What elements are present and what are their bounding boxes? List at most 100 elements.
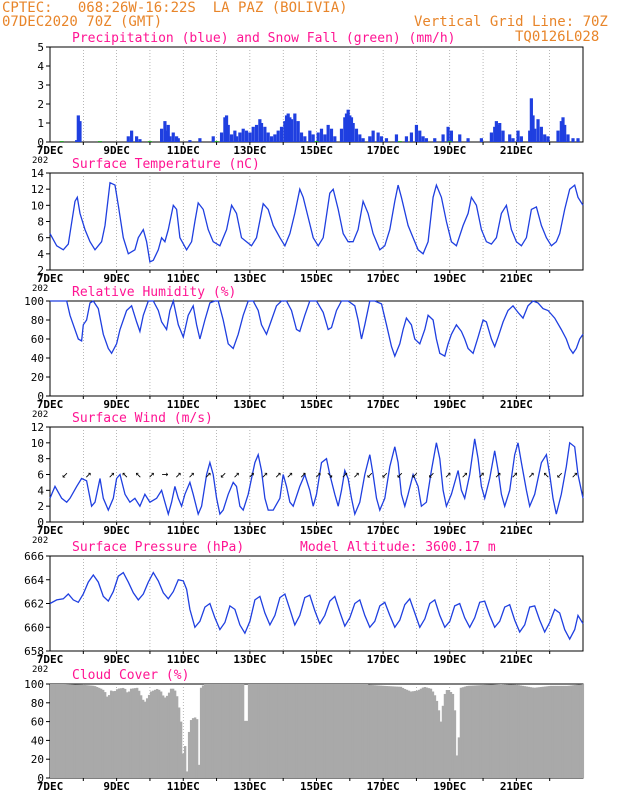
precip-bar [269, 136, 274, 142]
cloud-bar [267, 684, 271, 778]
cloud-panel: 7DEC 9DEC 11DEC 13DEC 15DEC 17DEC 19DEC 21DEC 0 2… [24, 668, 585, 793]
cloud-bar [567, 685, 571, 778]
cloud-bar [261, 684, 265, 778]
cloud-bar [573, 685, 577, 778]
cloud-bar [343, 684, 347, 778]
cloud-bar [159, 691, 163, 778]
cloud-bar [265, 684, 269, 778]
precip-xtick-label: 15DEC [300, 144, 333, 157]
cloud-bar [249, 684, 253, 778]
cloud-bar [183, 746, 187, 778]
cloud-bar [215, 684, 219, 778]
cloud-bar [395, 686, 399, 778]
precip-bar [559, 121, 563, 142]
cloud-xtick-label: 19DEC [433, 780, 466, 793]
cloud-bar [103, 692, 107, 778]
humidity-panel: 7DEC 9DEC 11DEC 13DEC 15DEC 17DEC 19DEC 21DEC 20… [24, 285, 584, 420]
cloud-bar [385, 686, 389, 778]
wind-xtick-label: 21DEC [500, 524, 533, 537]
cloud-bar [97, 687, 101, 778]
cloud-bar [115, 689, 119, 778]
wind-vector-arrow: ↗ [262, 468, 269, 481]
temperature-xtick-cutoff: 202 [32, 284, 48, 294]
precip-bar [531, 115, 535, 142]
cloud-bar [471, 685, 475, 778]
precip-bar [126, 136, 130, 142]
precip-bar [516, 130, 520, 142]
precip-bar [276, 130, 280, 142]
cloud-bar [323, 684, 327, 778]
cloud-bar [207, 684, 211, 778]
wind-xtick-cutoff: 202 [32, 536, 48, 546]
precip-ytick-label: 0 [37, 136, 44, 149]
precip-bar [511, 138, 515, 142]
cloud-bar [505, 684, 509, 778]
precip-bar [379, 136, 384, 142]
cloud-bar [483, 684, 487, 778]
cloud-bar [555, 685, 559, 778]
cloud-bar [95, 687, 99, 778]
precip-bar [211, 136, 215, 142]
pressure-xtick-label: 11DEC [167, 653, 200, 666]
pressure-xtick-label: 9DEC [103, 653, 130, 666]
cloud-bar [153, 689, 157, 778]
cloud-bar [141, 699, 145, 778]
precip-bar [311, 134, 315, 142]
cloud-bar [451, 693, 455, 778]
cloud-bar [341, 684, 345, 778]
cloud-bar [379, 685, 383, 778]
cloud-bar [189, 720, 193, 778]
cloud-bar [443, 693, 447, 778]
wind-vector-arrow: ↖ [543, 468, 550, 481]
cloud-bar [255, 684, 259, 778]
wind-vector-arrow: ↙ [428, 468, 435, 481]
cloud-bar [167, 692, 171, 778]
wind-vector-arrow: ↗ [571, 468, 578, 481]
wind-ytick-label: 2 [37, 500, 44, 513]
pressure-ytick-label: 664 [24, 574, 44, 587]
cloud-bar [307, 684, 311, 778]
precip-bar [409, 132, 414, 142]
cloud-bar [501, 684, 505, 778]
temperature-xtick-label: 11DEC [167, 272, 200, 285]
precip-bar [319, 128, 324, 142]
temperature-title: Surface Temperature (nC) [72, 157, 260, 172]
cloud-bar [387, 686, 391, 778]
cloud-bar [63, 684, 67, 778]
precip-bar [78, 121, 82, 142]
cloud-bar [519, 685, 523, 778]
cloud-bar [413, 690, 417, 778]
cloud-bar [131, 688, 135, 778]
header-model-code: TQ0126L028 [515, 29, 600, 45]
wind-vector-arrow: ↗ [511, 468, 518, 481]
cloud-bar [317, 684, 321, 778]
precip-bar [248, 132, 252, 142]
cloud-bar [339, 684, 343, 778]
precip-xtick-label: 19DEC [433, 144, 466, 157]
cloud-bar [411, 691, 415, 778]
cloud-bar [87, 685, 91, 778]
wind-vector-arrow: ↙ [411, 468, 418, 481]
cloud-bar [517, 685, 521, 778]
precip-xtick-label: 7DEC [37, 144, 64, 157]
precip-bar [135, 136, 139, 142]
cloud-ytick-label: 80 [31, 697, 44, 710]
temperature-ytick-label: 10 [31, 199, 44, 212]
cloud-bar [83, 685, 87, 778]
cloud-bar [489, 684, 493, 778]
cloud-bar [117, 688, 121, 778]
pressure-ytick-label: 660 [24, 621, 44, 634]
precip-bar [556, 130, 560, 142]
cloud-bar [383, 685, 387, 778]
humidity-title: Relative Humidity (%) [72, 285, 236, 300]
cloud-bar [253, 684, 257, 778]
wind-panel: 7DEC 9DEC 11DEC 13DEC 15DEC 17DEC 19DEC 21DEC20… [31, 411, 584, 546]
cloud-bar [55, 684, 59, 778]
pressure-xtick-label: 19DEC [433, 653, 466, 666]
humidity-xtick-label: 9DEC [103, 398, 130, 411]
temperature-xtick-label: 13DEC [233, 272, 266, 285]
cloud-bar [245, 720, 249, 778]
precip-bar [168, 136, 172, 142]
cloud-bar [331, 684, 335, 778]
cloud-bar [445, 690, 449, 778]
